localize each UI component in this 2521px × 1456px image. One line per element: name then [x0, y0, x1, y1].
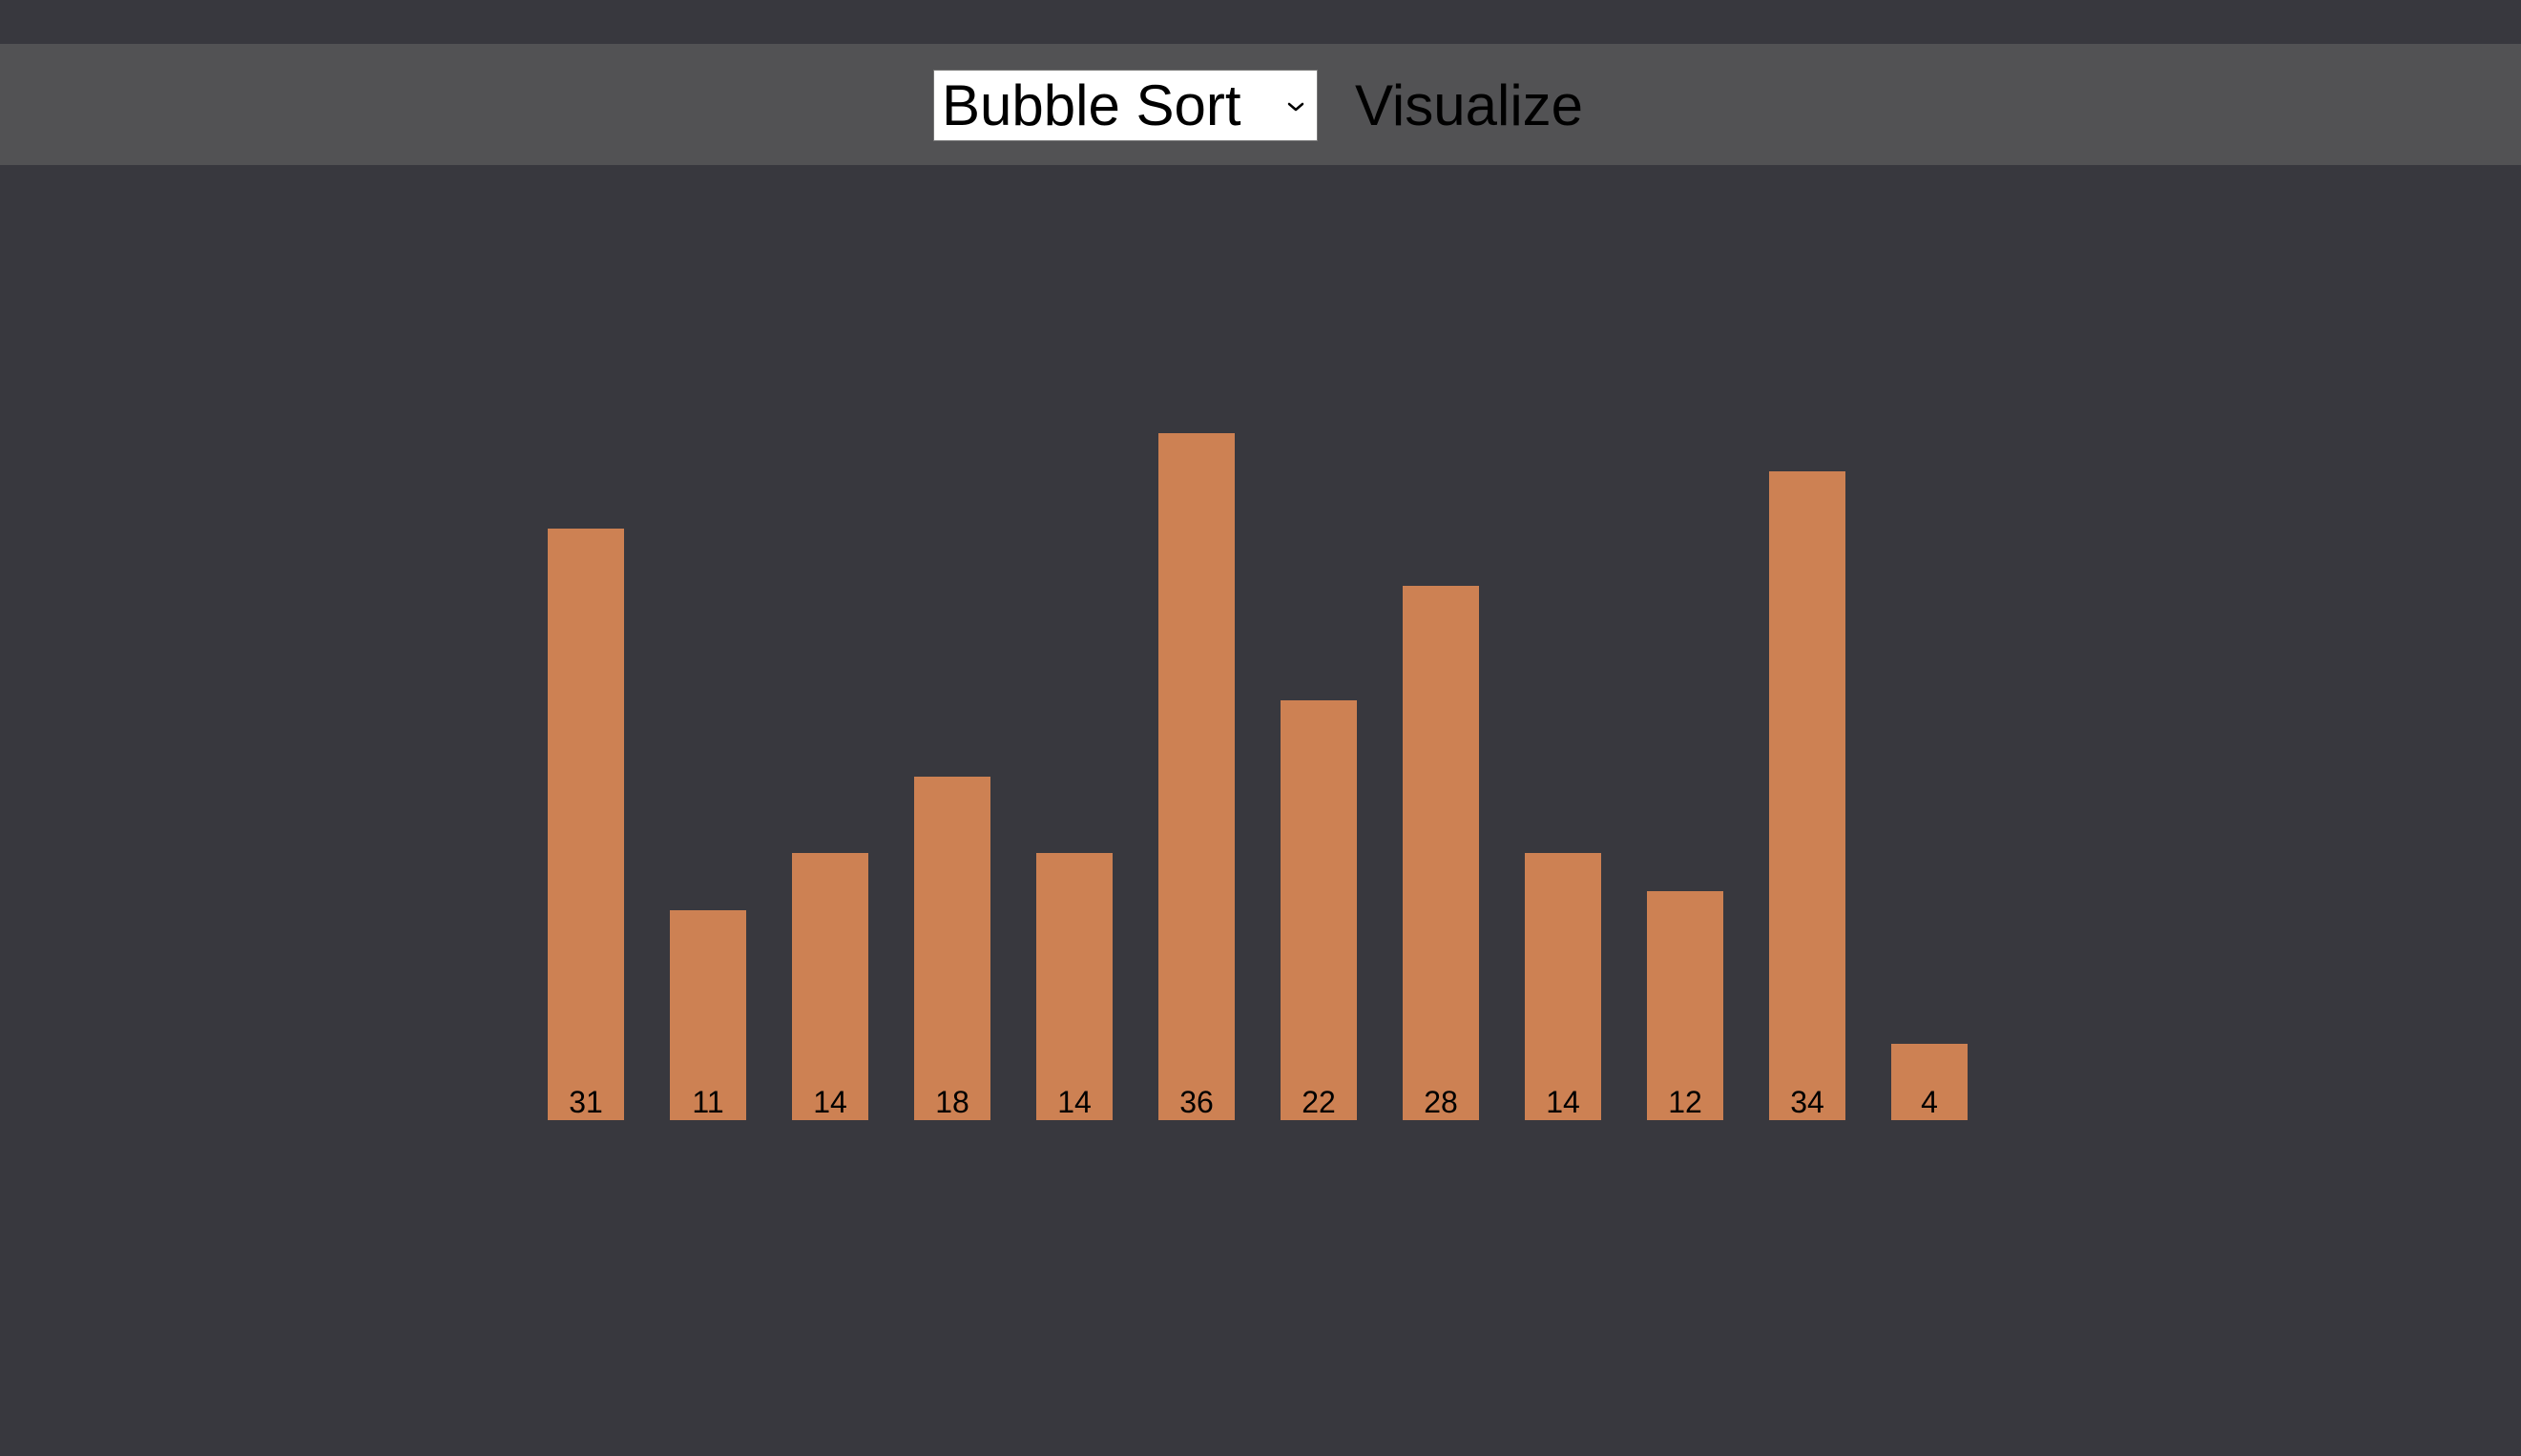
bar-value-label: 12: [1668, 1085, 1702, 1119]
bar: [914, 777, 990, 1120]
bar: [1647, 891, 1723, 1120]
bar-value-label: 31: [569, 1085, 603, 1119]
bar: [1525, 853, 1601, 1120]
bar: [1036, 853, 1113, 1120]
bar-group: 4: [1891, 1044, 1968, 1120]
bar-value-label: 14: [1546, 1085, 1580, 1119]
bar-group: 31: [548, 529, 624, 1120]
bar: [792, 853, 868, 1120]
visualize-button[interactable]: Visualize: [1355, 70, 1583, 141]
bar-value-label: 34: [1790, 1085, 1824, 1119]
bar-value-label: 36: [1179, 1085, 1214, 1119]
bar-value-label: 28: [1424, 1085, 1458, 1119]
bar-group: 18: [914, 777, 990, 1120]
bar-group: 14: [792, 853, 868, 1120]
bar-value-label: 4: [1921, 1085, 1938, 1119]
bar-value-label: 14: [1057, 1085, 1092, 1119]
algorithm-select-value: Bubble Sort: [942, 73, 1241, 137]
bar-value-label: 22: [1302, 1085, 1336, 1119]
bar-group: 11: [670, 910, 746, 1120]
bar-group: 34: [1769, 471, 1845, 1120]
algorithm-select[interactable]: Bubble Sort: [933, 70, 1318, 141]
bar: [1769, 471, 1845, 1120]
bar-group: 12: [1647, 891, 1723, 1120]
bar-group: 14: [1036, 853, 1113, 1120]
bar-group: 14: [1525, 853, 1601, 1120]
bar: [1891, 1044, 1968, 1120]
bar-value-label: 18: [935, 1085, 969, 1119]
bar-group: 36: [1158, 433, 1235, 1120]
bar: [670, 910, 746, 1120]
bar: [1281, 700, 1357, 1120]
bar: [1403, 586, 1479, 1120]
top-strip: [0, 0, 2521, 44]
bar-group: 22: [1281, 700, 1357, 1120]
bar: [548, 529, 624, 1120]
bar-group: 28: [1403, 586, 1479, 1120]
bar-value-label: 14: [813, 1085, 847, 1119]
bar-value-label: 11: [692, 1085, 723, 1119]
bar: [1158, 433, 1235, 1120]
chevron-down-icon: [1287, 102, 1304, 112]
